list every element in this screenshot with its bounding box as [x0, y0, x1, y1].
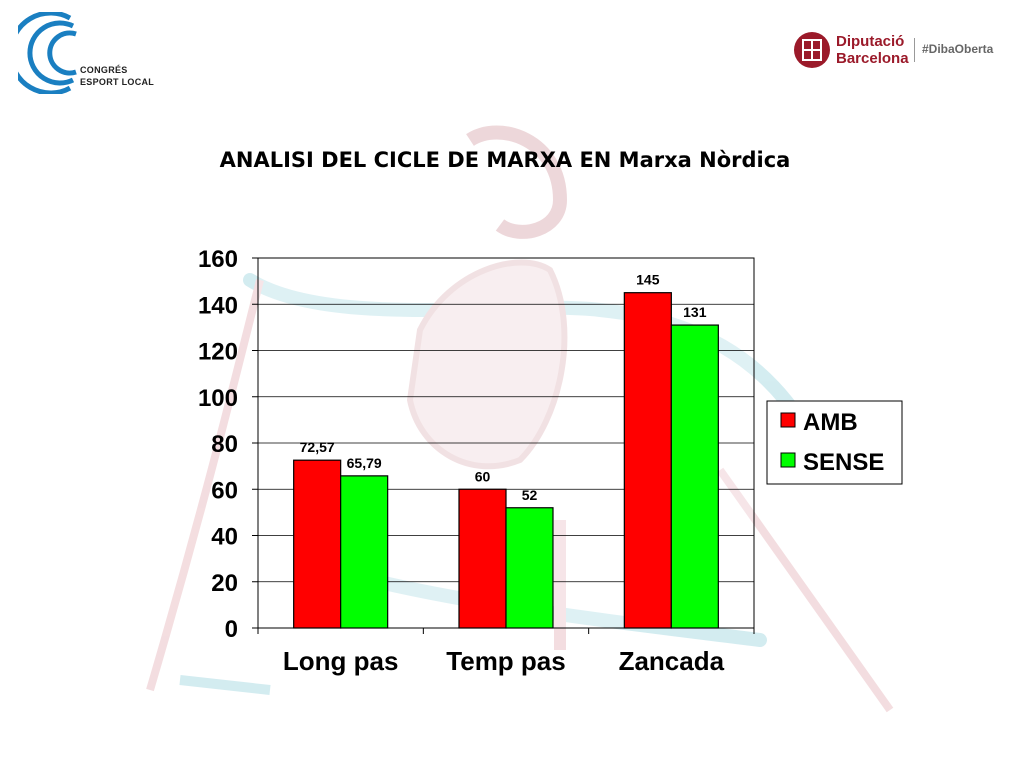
- data-label: 65,79: [347, 455, 382, 471]
- y-tick-label: 120: [198, 339, 238, 366]
- legend-label: AMB: [803, 409, 858, 436]
- y-tick-label: 100: [198, 385, 238, 412]
- y-tick-label: 40: [211, 524, 238, 551]
- data-label: 72,57: [300, 439, 335, 455]
- x-tick-label: Long pas: [283, 646, 399, 676]
- logo-divider: [914, 38, 915, 62]
- x-tick-label: Temp pas: [446, 646, 565, 676]
- chart-title: ANALISI DEL CICLE DE MARXA EN Marxa Nòrd…: [219, 148, 791, 172]
- x-tick-label: Zancada: [619, 646, 725, 676]
- bar-sense: [505, 507, 554, 629]
- right-logo-line-1: Diputació: [836, 33, 905, 50]
- hashtag-label: #DibaOberta: [922, 42, 994, 56]
- diputacio-barcelona-logo: Diputació Barcelona #DibaOberta: [790, 28, 1005, 72]
- y-tick-label: 80: [211, 431, 238, 458]
- y-tick-label: 60: [211, 477, 238, 504]
- right-logo-line-2: Barcelona: [836, 50, 909, 67]
- left-logo-line-1: CONGRÉS: [80, 65, 128, 75]
- y-tick-label: 0: [225, 616, 238, 643]
- data-label: 52: [522, 487, 538, 503]
- data-label: 131: [683, 304, 707, 320]
- y-tick-label: 20: [211, 570, 238, 597]
- bar-sense: [340, 475, 389, 629]
- bar-amb: [293, 459, 342, 629]
- y-tick-label: 140: [198, 292, 238, 319]
- legend-swatch-amb: [780, 412, 796, 428]
- y-tick-label: 160: [198, 246, 238, 273]
- bar-amb: [458, 488, 507, 629]
- bar-sense: [670, 324, 719, 629]
- data-label: 60: [475, 468, 491, 484]
- diputacio-seal-icon: [794, 32, 830, 68]
- data-label: 145: [636, 272, 660, 288]
- left-logo-line-2: ESPORT LOCAL: [80, 77, 155, 87]
- legend-swatch-sense: [780, 452, 796, 468]
- legend-label: SENSE: [803, 449, 884, 476]
- bar-amb: [623, 292, 672, 629]
